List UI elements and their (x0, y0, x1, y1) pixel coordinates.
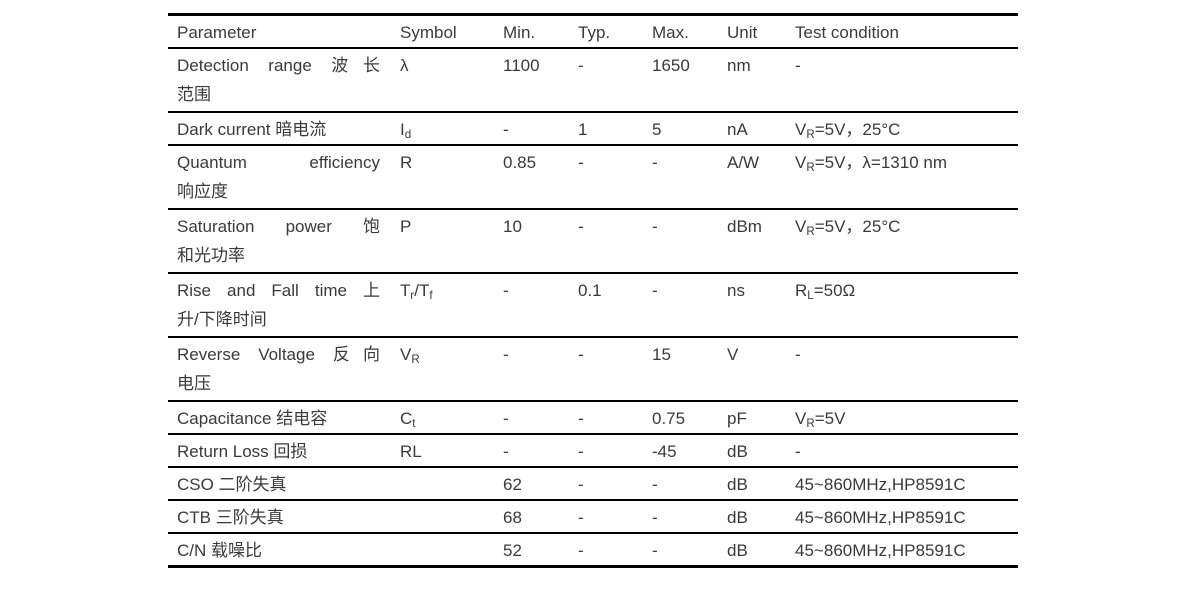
table-row: C/N 载噪比 52 - - dB 45~860MHz,HP8591C (168, 533, 1018, 567)
spec-table: Parameter Symbol Min. Typ. Max. Unit Tes… (168, 13, 1018, 568)
cell-parameter: Return Loss 回损 (177, 442, 308, 461)
cell-parameter: Saturation power 饱和光功率 (177, 217, 380, 265)
cell-typ: - (578, 409, 584, 428)
cell-test: - (795, 442, 801, 461)
cell-symbol (400, 467, 503, 500)
col-header-min: Min. (503, 23, 536, 42)
cell-symbol: VR (400, 345, 420, 367)
cell-max: 1650 (652, 56, 690, 75)
col-header-test-condition: Test condition (795, 23, 899, 42)
cell-symbol (400, 500, 503, 533)
cell-symbol (400, 533, 503, 567)
cell-min: - (503, 281, 509, 300)
cell-parameter: Detection range 波长 范围 (177, 56, 380, 104)
cell-symbol: λ (400, 56, 409, 75)
cell-min: 62 (503, 475, 522, 494)
cell-symbol: Id (400, 120, 412, 142)
cell-typ: - (578, 56, 584, 75)
table-row: Saturation power 饱和光功率 P 10 - - dBm VR=5… (168, 209, 1018, 273)
cell-max: 15 (652, 345, 671, 364)
cell-test: RL=50Ω (795, 281, 856, 303)
cell-unit: dB (727, 508, 748, 527)
table-row: Detection range 波长 范围 λ 1100 - 1650 nm - (168, 48, 1018, 112)
cell-min: - (503, 120, 509, 139)
cell-test: 45~860MHz,HP8591C (795, 508, 966, 527)
cell-symbol: Tr/Tf (400, 281, 433, 303)
cell-unit: dB (727, 541, 748, 560)
cell-min: 52 (503, 541, 522, 560)
cell-parameter: CTB 三阶失真 (177, 508, 284, 527)
cell-min: - (503, 442, 509, 461)
cell-unit: pF (727, 409, 747, 428)
col-header-unit: Unit (727, 23, 758, 42)
cell-unit: nA (727, 120, 748, 139)
col-header-parameter: Parameter (177, 23, 257, 42)
cell-typ: - (578, 475, 584, 494)
cell-typ: - (578, 442, 584, 461)
cell-typ: 1 (578, 120, 588, 139)
cell-symbol: Ct (400, 409, 416, 431)
table-row: Quantum efficiency 响应度 R 0.85 - - A/W VR=… (168, 145, 1018, 209)
cell-max: - (652, 281, 658, 300)
table-row: Return Loss 回损 RL - - -45 dB - (168, 434, 1018, 467)
cell-min: - (503, 345, 509, 364)
cell-unit: V (727, 345, 739, 364)
cell-max: - (652, 475, 658, 494)
cell-unit: dB (727, 475, 748, 494)
cell-unit: dBm (727, 217, 762, 236)
col-header-symbol: Symbol (400, 23, 457, 42)
cell-parameter: Reverse Voltage 反向 电压 (177, 345, 380, 393)
cell-unit: A/W (727, 153, 760, 172)
cell-parameter: Capacitance 结电容 (177, 409, 328, 428)
table-row: Capacitance 结电容 Ct - - 0.75 pF VR=5V (168, 401, 1018, 434)
cell-min: 0.85 (503, 153, 537, 172)
cell-typ: - (578, 217, 584, 236)
cell-symbol: R (400, 153, 413, 172)
cell-min: 1100 (503, 56, 540, 75)
cell-parameter: Dark current 暗电流 (177, 120, 327, 139)
cell-typ: - (578, 541, 584, 560)
table-row: Dark current 暗电流 Id - 1 5 nA VR=5V，25°C (168, 112, 1018, 145)
cell-unit: dB (727, 442, 748, 461)
cell-parameter: Rise and Fall time 上升/下降时间 (177, 281, 380, 329)
cell-test: VR=5V (795, 409, 846, 431)
cell-typ: - (578, 345, 584, 364)
cell-parameter: CSO 二阶失真 (177, 475, 287, 494)
cell-unit: nm (727, 56, 751, 75)
table-row: Reverse Voltage 反向 电压 VR - - 15 V - (168, 337, 1018, 401)
cell-test: - (795, 56, 801, 75)
cell-symbol: RL (400, 442, 422, 461)
cell-unit: ns (727, 281, 745, 300)
cell-parameter: Quantum efficiency 响应度 (177, 153, 380, 201)
table-row: CTB 三阶失真 68 - - dB 45~860MHz,HP8591C (168, 500, 1018, 533)
cell-max: - (652, 508, 658, 527)
cell-parameter: C/N 载噪比 (177, 541, 262, 560)
cell-test: VR=5V，λ=1310 nm (795, 153, 947, 175)
cell-max: - (652, 217, 658, 236)
cell-max: - (652, 153, 658, 172)
cell-typ: - (578, 153, 584, 172)
cell-test: VR=5V，25°C (795, 120, 901, 142)
cell-max: 5 (652, 120, 662, 139)
cell-min: 10 (503, 217, 522, 236)
col-header-typ: Typ. (578, 23, 611, 42)
cell-max: -45 (652, 442, 677, 461)
cell-max: 0.75 (652, 409, 686, 428)
cell-test: 45~860MHz,HP8591C (795, 475, 966, 494)
header-row: Parameter Symbol Min. Typ. Max. Unit Tes… (168, 15, 1018, 48)
cell-min: 68 (503, 508, 522, 527)
col-header-max: Max. (652, 23, 689, 42)
cell-test: VR=5V，25°C (795, 217, 901, 239)
cell-typ: 0.1 (578, 281, 602, 300)
table-row: Rise and Fall time 上升/下降时间 Tr/Tf - 0.1 -… (168, 273, 1018, 337)
cell-test: - (795, 345, 801, 364)
cell-max: - (652, 541, 658, 560)
cell-symbol: P (400, 217, 412, 236)
cell-typ: - (578, 508, 584, 527)
cell-min: - (503, 409, 509, 428)
cell-test: 45~860MHz,HP8591C (795, 541, 966, 560)
table-row: CSO 二阶失真 62 - - dB 45~860MHz,HP8591C (168, 467, 1018, 500)
